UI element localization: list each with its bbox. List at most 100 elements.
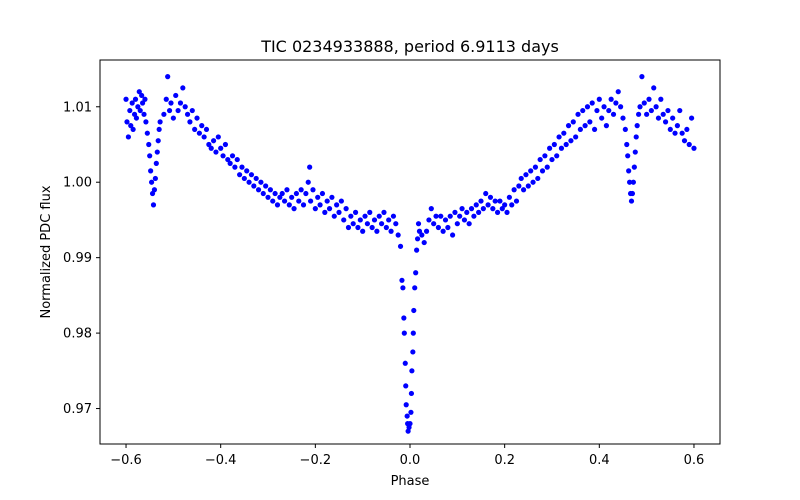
data-point <box>473 202 479 208</box>
data-point <box>229 153 236 159</box>
data-point <box>658 96 664 102</box>
data-point <box>170 115 176 121</box>
data-point <box>133 115 140 121</box>
data-point <box>241 175 247 182</box>
data-point <box>440 228 446 234</box>
data-point <box>497 198 503 204</box>
data-point <box>631 164 637 170</box>
data-point <box>132 96 139 102</box>
data-point <box>153 160 159 166</box>
data-point <box>610 111 617 117</box>
x-tick-label: −0.6 <box>110 453 142 468</box>
data-point <box>272 190 278 197</box>
data-point <box>341 217 347 223</box>
data-point <box>677 107 683 114</box>
data-point <box>148 179 155 185</box>
data-point <box>577 126 583 133</box>
data-point <box>371 217 378 223</box>
data-point <box>150 202 157 208</box>
data-point <box>615 89 621 95</box>
data-point <box>563 141 569 148</box>
data-point <box>248 172 255 178</box>
data-point <box>520 187 527 193</box>
data-point <box>215 134 221 140</box>
data-point <box>468 206 475 212</box>
data-point <box>599 115 605 121</box>
data-point <box>397 243 404 249</box>
data-point <box>608 96 614 102</box>
data-point <box>403 402 409 408</box>
data-point <box>414 247 420 253</box>
y-axis-label: Normalized PDC flux <box>39 185 54 318</box>
data-point <box>258 179 264 185</box>
y-axis-ticks: 0.97 0.98 0.99 1.00 1.01 <box>63 100 100 417</box>
data-point <box>415 221 422 227</box>
data-point <box>369 224 375 231</box>
data-point <box>674 123 681 129</box>
data-point <box>220 153 226 159</box>
data-point <box>161 111 167 117</box>
data-point <box>400 285 406 291</box>
data-point <box>255 187 262 193</box>
data-point <box>296 198 302 204</box>
data-point <box>573 134 579 140</box>
y-tick-label: 0.97 <box>63 402 92 417</box>
data-point <box>307 164 313 170</box>
data-point <box>625 153 631 159</box>
data-point <box>239 164 245 170</box>
data-point <box>670 115 676 121</box>
data-point <box>401 330 407 336</box>
data-point <box>568 138 574 144</box>
data-point <box>404 413 410 419</box>
data-point <box>655 115 662 121</box>
data-point <box>146 141 152 148</box>
data-point <box>596 96 602 102</box>
data-point <box>549 156 555 163</box>
y-tick-label: 0.99 <box>63 251 92 266</box>
data-point <box>194 115 200 121</box>
data-point <box>435 224 441 231</box>
data-point <box>667 126 673 133</box>
data-point <box>123 96 129 102</box>
data-point <box>632 149 638 155</box>
data-point <box>412 285 418 291</box>
data-point <box>509 202 515 208</box>
data-point <box>386 217 392 223</box>
data-point <box>421 239 427 246</box>
x-tick-label: 0.4 <box>589 453 610 468</box>
data-point <box>433 213 439 219</box>
data-point <box>556 134 562 140</box>
data-point <box>177 100 184 106</box>
data-point <box>639 74 645 80</box>
data-point <box>286 202 292 208</box>
data-point <box>143 119 149 125</box>
data-point <box>334 202 340 208</box>
data-point <box>584 104 591 110</box>
data-points <box>123 74 697 434</box>
data-point <box>476 209 482 215</box>
data-point <box>551 141 557 148</box>
data-point <box>525 183 531 189</box>
data-point <box>374 228 380 234</box>
data-point <box>124 119 130 125</box>
data-point <box>154 149 160 155</box>
data-point <box>492 198 498 204</box>
data-point <box>684 126 690 133</box>
data-point <box>410 349 416 355</box>
data-point <box>319 190 326 197</box>
data-point <box>343 206 349 212</box>
data-point <box>587 119 593 125</box>
data-point <box>357 217 363 223</box>
data-point <box>141 111 147 117</box>
y-tick-label: 1.00 <box>63 176 92 191</box>
data-point <box>672 130 678 136</box>
data-point <box>263 183 269 189</box>
data-point <box>628 198 635 204</box>
data-point <box>601 104 607 110</box>
data-point <box>192 126 198 133</box>
data-point <box>461 217 468 223</box>
data-point <box>244 168 250 174</box>
data-point <box>506 194 512 200</box>
data-point <box>203 126 210 133</box>
data-point <box>362 213 368 219</box>
